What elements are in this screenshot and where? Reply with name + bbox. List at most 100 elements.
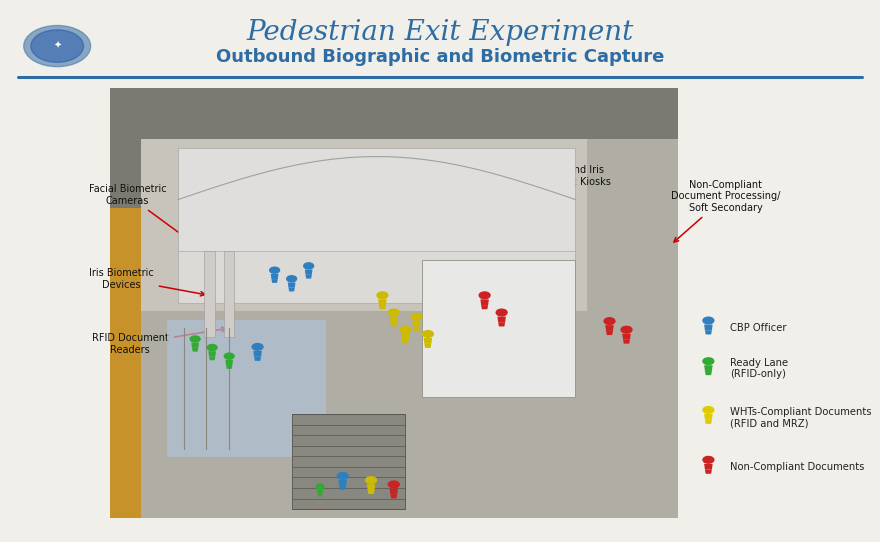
Polygon shape xyxy=(704,414,713,420)
Polygon shape xyxy=(339,480,347,486)
Polygon shape xyxy=(305,275,312,279)
Text: Outbound Biographic and Biometric Capture: Outbound Biographic and Biometric Captur… xyxy=(216,48,664,66)
Circle shape xyxy=(337,473,348,479)
Polygon shape xyxy=(412,321,421,327)
Text: WHTs-Compliant Documents
(RFID and MRZ): WHTs-Compliant Documents (RFID and MRZ) xyxy=(730,406,872,428)
Bar xyxy=(204,251,215,338)
Circle shape xyxy=(31,30,84,62)
Text: Pedestrian Exit Experiment: Pedestrian Exit Experiment xyxy=(246,19,634,46)
Text: Ready Lane
(RFID-only): Ready Lane (RFID-only) xyxy=(730,358,788,379)
Circle shape xyxy=(269,267,280,273)
Polygon shape xyxy=(422,260,576,397)
Polygon shape xyxy=(253,351,262,357)
Circle shape xyxy=(496,309,507,316)
Text: RFID Document
Readers: RFID Document Readers xyxy=(92,327,226,355)
Text: Non-Compliant Documents: Non-Compliant Documents xyxy=(730,462,865,472)
Circle shape xyxy=(422,331,433,337)
Circle shape xyxy=(604,318,615,325)
Polygon shape xyxy=(317,489,323,494)
Polygon shape xyxy=(226,365,232,369)
Polygon shape xyxy=(368,490,375,494)
Polygon shape xyxy=(704,325,713,330)
Polygon shape xyxy=(705,420,712,424)
Polygon shape xyxy=(191,343,199,348)
Circle shape xyxy=(411,313,422,320)
Polygon shape xyxy=(141,139,587,311)
Polygon shape xyxy=(225,360,233,365)
Polygon shape xyxy=(367,484,376,490)
Circle shape xyxy=(316,484,324,489)
Polygon shape xyxy=(413,327,420,331)
Polygon shape xyxy=(391,494,397,499)
Circle shape xyxy=(621,326,632,333)
Circle shape xyxy=(400,326,411,333)
Polygon shape xyxy=(423,338,432,344)
Polygon shape xyxy=(209,357,216,360)
Circle shape xyxy=(703,406,714,414)
Polygon shape xyxy=(481,305,488,309)
Circle shape xyxy=(190,336,200,342)
Text: Iris Biometric
Devices: Iris Biometric Devices xyxy=(89,268,205,296)
Polygon shape xyxy=(390,488,398,494)
Polygon shape xyxy=(705,371,712,375)
Polygon shape xyxy=(401,339,408,344)
Circle shape xyxy=(388,309,400,316)
Polygon shape xyxy=(705,330,712,334)
Polygon shape xyxy=(254,357,261,361)
Polygon shape xyxy=(167,320,326,457)
Polygon shape xyxy=(304,269,312,275)
Polygon shape xyxy=(271,279,278,283)
Circle shape xyxy=(366,477,377,483)
Circle shape xyxy=(377,292,388,299)
Polygon shape xyxy=(378,299,386,305)
Polygon shape xyxy=(288,282,296,288)
Polygon shape xyxy=(605,325,613,331)
Polygon shape xyxy=(318,494,323,496)
Polygon shape xyxy=(498,322,505,326)
Polygon shape xyxy=(141,139,678,518)
Polygon shape xyxy=(178,148,576,302)
Polygon shape xyxy=(192,348,198,352)
Polygon shape xyxy=(178,148,576,251)
Polygon shape xyxy=(289,288,295,292)
Bar xyxy=(224,251,234,338)
Circle shape xyxy=(287,276,297,282)
Text: Protective
Canopy: Protective Canopy xyxy=(442,164,491,218)
Polygon shape xyxy=(110,208,141,518)
Polygon shape xyxy=(209,351,216,357)
Text: Facial Biometric
Cameras: Facial Biometric Cameras xyxy=(89,184,194,244)
Circle shape xyxy=(208,345,217,351)
Text: ✦: ✦ xyxy=(53,41,62,51)
Circle shape xyxy=(703,317,714,324)
Text: Overflow/Manual
Processing Station: Overflow/Manual Processing Station xyxy=(338,167,428,226)
Polygon shape xyxy=(379,305,386,309)
Polygon shape xyxy=(622,334,631,339)
Circle shape xyxy=(24,25,91,67)
Polygon shape xyxy=(606,331,613,335)
Polygon shape xyxy=(704,464,713,469)
Polygon shape xyxy=(271,274,278,279)
Text: Roving Officers
with Handhelds: Roving Officers with Handhelds xyxy=(222,165,297,221)
Polygon shape xyxy=(497,317,506,322)
Polygon shape xyxy=(705,469,712,474)
Polygon shape xyxy=(480,299,489,305)
Polygon shape xyxy=(390,317,398,322)
Text: Non-Compliant
Document Processing/
Soft Secondary: Non-Compliant Document Processing/ Soft … xyxy=(671,179,781,242)
Polygon shape xyxy=(704,365,713,371)
Circle shape xyxy=(224,353,234,359)
Circle shape xyxy=(388,481,400,488)
Circle shape xyxy=(253,344,263,350)
Polygon shape xyxy=(623,339,630,344)
Text: CBP Officer: CBP Officer xyxy=(730,323,787,333)
Polygon shape xyxy=(110,88,678,518)
Polygon shape xyxy=(401,334,409,339)
Text: Facial and Iris
Biometric Kiosks: Facial and Iris Biometric Kiosks xyxy=(530,165,611,227)
Circle shape xyxy=(480,292,490,299)
Polygon shape xyxy=(339,486,346,490)
Bar xyxy=(291,415,405,509)
Circle shape xyxy=(703,456,714,463)
Polygon shape xyxy=(391,322,397,326)
Circle shape xyxy=(304,263,313,269)
Polygon shape xyxy=(424,344,431,348)
Circle shape xyxy=(703,358,714,365)
